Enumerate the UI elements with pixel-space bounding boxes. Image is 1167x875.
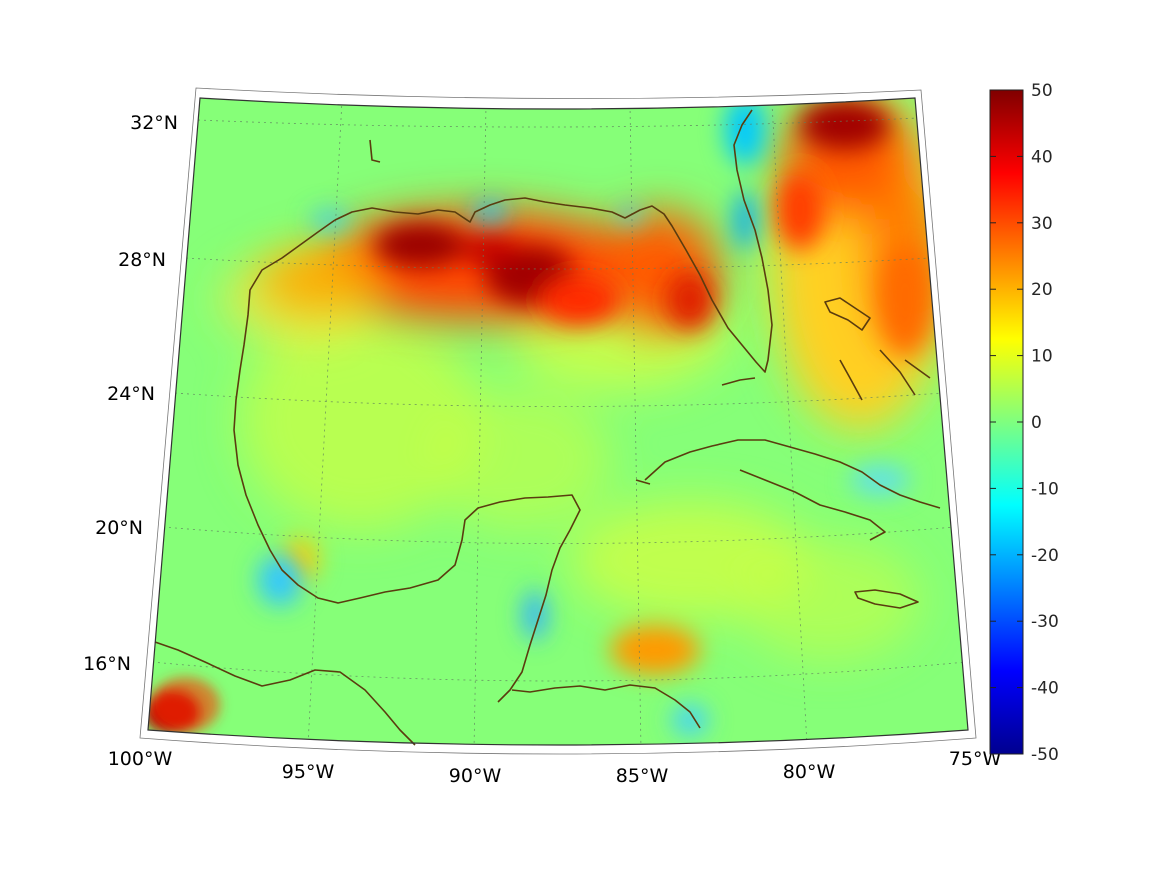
colorbar-ticks — [990, 89, 1023, 755]
map-frame — [139, 87, 977, 755]
latitude-tick-labels: 32°N 28°N 24°N 20°N 16°N — [83, 112, 178, 675]
lon-label-90: 90°W — [449, 765, 502, 787]
colorbar-label: -50 — [1031, 745, 1059, 765]
lat-label-20: 20°N — [95, 517, 143, 539]
lat-label-24: 24°N — [107, 383, 155, 405]
lon-label-80: 80°W — [783, 761, 836, 783]
colorbar-label: 40 — [1031, 147, 1053, 167]
anomaly-field — [148, 98, 968, 745]
lon-label-100: 100°W — [108, 748, 173, 770]
lat-label-32: 32°N — [130, 112, 178, 134]
colorbar-label: -30 — [1031, 612, 1059, 632]
colorbar-labels: 50 40 30 20 10 0 -10 -20 -30 -40 -50 — [1031, 81, 1059, 765]
colorbar-label: -20 — [1031, 546, 1059, 566]
graticule — [151, 99, 967, 745]
lon-label-75: 75°W — [949, 748, 1002, 770]
colorbar-label: -40 — [1031, 679, 1059, 699]
coastlines — [154, 109, 941, 746]
longitude-tick-labels: 100°W 95°W 90°W 85°W 80°W 75°W — [108, 748, 1002, 787]
lon-label-95: 95°W — [282, 761, 335, 783]
colorbar-label: 30 — [1031, 214, 1053, 234]
colorbar-label: -10 — [1031, 479, 1059, 499]
colorbar-label: 0 — [1031, 413, 1042, 433]
colorbar: 50 40 30 20 10 0 -10 -20 -30 -40 -50 — [989, 81, 1059, 765]
colorbar-label: 10 — [1031, 347, 1053, 367]
lat-label-16: 16°N — [83, 653, 131, 675]
lon-label-85: 85°W — [616, 765, 669, 787]
colorbar-label: 50 — [1031, 81, 1053, 101]
colorbar-label: 20 — [1031, 280, 1053, 300]
lat-label-28: 28°N — [118, 249, 166, 271]
